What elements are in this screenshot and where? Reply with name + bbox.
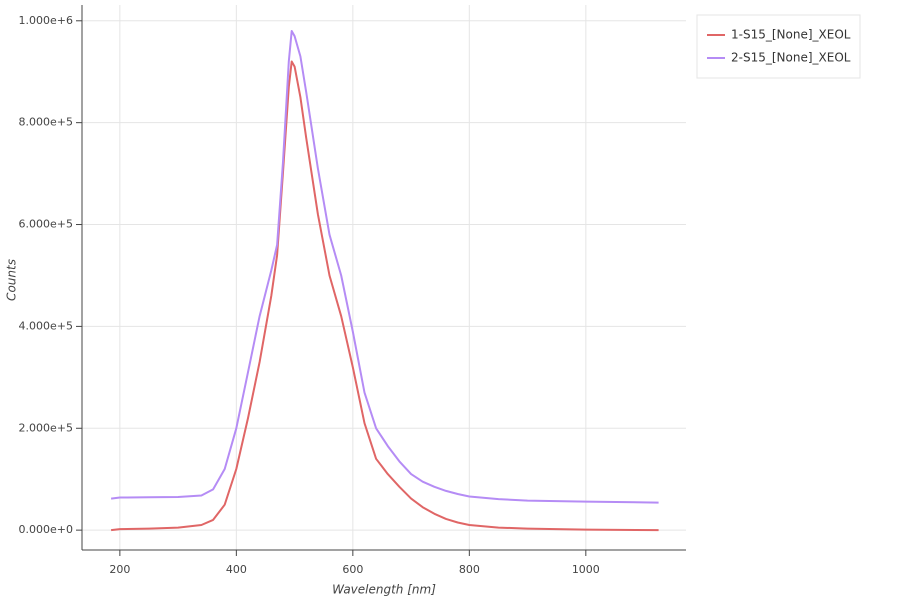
y-tick-label: 4.000e+5 xyxy=(19,319,73,332)
legend-box xyxy=(696,14,861,79)
y-tick-label: 8.000e+5 xyxy=(19,116,73,129)
y-tick-label: 2.000e+5 xyxy=(19,421,73,434)
legend-label: 2-S15_[None]_XEOL xyxy=(731,51,851,65)
y-tick-label: 1.000e+6 xyxy=(19,14,73,27)
series-line xyxy=(110,30,659,504)
x-tick-label: 600 xyxy=(342,563,363,576)
x-axis-label: Wavelength [nm] xyxy=(332,583,436,597)
legend-label: 1-S15_[None]_XEOL xyxy=(731,28,851,42)
y-tick-label: 6.000e+5 xyxy=(19,218,73,231)
x-tick-label: 200 xyxy=(109,563,130,576)
x-tick-label: 800 xyxy=(459,563,480,576)
x-tick-label: 400 xyxy=(226,563,247,576)
y-axis-label: Counts xyxy=(5,259,19,301)
series-line xyxy=(110,60,659,532)
x-tick-label: 1000 xyxy=(572,563,600,576)
y-tick-label: 0.000e+0 xyxy=(19,523,73,536)
